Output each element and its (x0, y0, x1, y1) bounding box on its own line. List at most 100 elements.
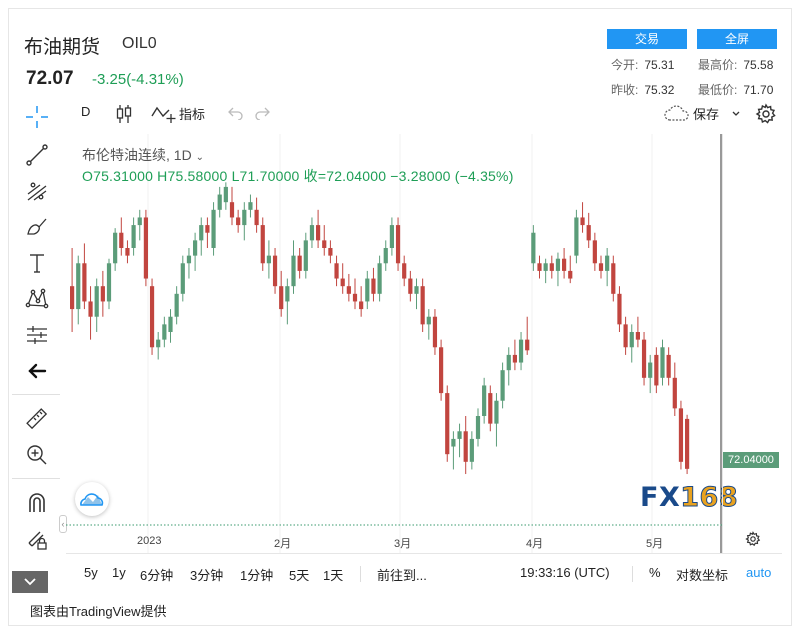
candle-body (605, 255, 610, 271)
candle-body (395, 225, 401, 264)
candle-body (291, 255, 296, 287)
interval-selector[interactable]: D (81, 104, 91, 119)
pattern-icon[interactable] (22, 284, 52, 314)
candle-body (180, 263, 185, 294)
candle-body (76, 263, 81, 310)
candle-body (70, 286, 75, 310)
series-name[interactable]: 布伦特油连续, 1D ⌄ (82, 147, 204, 163)
candle-body (531, 232, 536, 264)
instrument-title: 布油期货 (24, 37, 101, 58)
indicators-icon[interactable] (151, 104, 177, 129)
candle-body (131, 225, 136, 248)
candle-body (482, 385, 487, 416)
last-price: 72.07 (26, 68, 74, 89)
x-axis-label: 5月 (646, 538, 664, 550)
candle-body (672, 377, 677, 409)
candle-style-icon[interactable] (115, 104, 133, 129)
lock-pencil-icon[interactable] (22, 524, 52, 554)
percent-toggle[interactable]: % (649, 565, 661, 580)
collapse-toolbar-button[interactable]: ‹ (59, 515, 67, 533)
save-menu-chevron-icon[interactable] (731, 106, 741, 124)
undo-icon[interactable] (228, 106, 244, 125)
log-scale-toggle[interactable]: 对数坐标 (676, 568, 729, 583)
candle-body (279, 286, 284, 310)
save-button[interactable]: 保存 (693, 107, 720, 122)
forecast-icon[interactable] (22, 320, 52, 350)
candle-body (254, 209, 259, 226)
candle-body (420, 286, 425, 325)
candle-body (359, 301, 364, 310)
text-icon[interactable] (22, 248, 52, 278)
tradingview-logo-icon[interactable] (75, 482, 109, 516)
candle-body (236, 217, 241, 226)
range-1d[interactable]: 1天 (323, 568, 344, 583)
candle-body (217, 194, 222, 210)
range-5y[interactable]: 5y (84, 565, 98, 580)
candle-body (113, 232, 118, 264)
candle-body (494, 400, 499, 424)
candle-body (512, 354, 517, 363)
candle-body (580, 217, 585, 226)
ruler-icon[interactable] (22, 404, 52, 434)
candle-body (488, 393, 493, 424)
candle-body (266, 255, 271, 264)
candle-body (641, 339, 647, 378)
tools-scroll-down-button[interactable] (12, 571, 48, 593)
utc-clock[interactable]: 19:33:16 (UTC) (520, 565, 610, 580)
auto-scale-toggle[interactable]: auto (746, 565, 772, 580)
settings-gear-icon[interactable] (755, 103, 777, 130)
zoom-in-icon[interactable] (22, 440, 52, 470)
fx168-logo: FX168 (640, 482, 739, 514)
range-1min[interactable]: 1分钟 (240, 568, 274, 583)
crosshair-icon[interactable] (24, 104, 50, 135)
candle-body (316, 225, 321, 241)
fullscreen-button[interactable]: 全屏 (697, 29, 777, 49)
candle-body (432, 316, 438, 348)
axis-settings-gear-icon[interactable] (745, 531, 761, 552)
candle-body (193, 240, 198, 256)
candle-body (94, 286, 99, 317)
candle-body (205, 225, 210, 233)
price-chart[interactable] (66, 134, 782, 554)
candle-body (352, 293, 358, 302)
candle-body (303, 240, 308, 271)
range-3min[interactable]: 3分钟 (190, 568, 224, 583)
cloud-icon[interactable] (664, 104, 690, 129)
candle-body (371, 278, 376, 294)
x-axis-label: 4月 (526, 538, 544, 550)
candle-body (469, 438, 474, 462)
trade-button[interactable]: 交易 (607, 29, 687, 49)
range-5d[interactable]: 5天 (289, 568, 310, 583)
candle-body (555, 258, 561, 271)
candle-body (149, 286, 155, 348)
redo-icon[interactable] (254, 106, 270, 125)
range-6min[interactable]: 6分钟 (140, 568, 174, 583)
indicators-button[interactable]: 指标 (179, 107, 206, 122)
tool-separator (12, 394, 60, 395)
instrument-symbol: OIL0 (122, 35, 157, 52)
trend-line-icon[interactable] (22, 140, 52, 170)
last-price-tag: 72.04000 (723, 452, 779, 468)
candle-body (586, 225, 591, 241)
candle-body (211, 209, 216, 248)
series-chevron-icon[interactable]: ⌄ (195, 152, 204, 163)
candle-body (457, 431, 462, 439)
candle-body (500, 370, 505, 401)
candle-body (648, 362, 653, 378)
range-1y[interactable]: 1y (112, 565, 126, 580)
back-arrow-icon[interactable] (22, 356, 52, 386)
ohlc-readout: O75.31000 H75.58000 L71.70000 收=72.04000… (82, 168, 514, 184)
x-axis-label: 2月 (274, 538, 292, 550)
fib-icon[interactable] (22, 176, 52, 206)
stat-high: 最高价: 75.58 (698, 58, 774, 72)
candle-body (402, 263, 407, 279)
tool-separator (12, 478, 60, 479)
candle-body (309, 225, 315, 241)
brush-icon[interactable] (22, 212, 52, 242)
tradingview-attribution[interactable]: 图表由TradingView提供 (30, 604, 167, 619)
candle-body (611, 263, 616, 294)
goto-date-button[interactable]: 前往到... (377, 568, 427, 583)
candle-body (518, 339, 524, 363)
candle-body (549, 263, 554, 271)
magnet-icon[interactable] (22, 488, 52, 518)
